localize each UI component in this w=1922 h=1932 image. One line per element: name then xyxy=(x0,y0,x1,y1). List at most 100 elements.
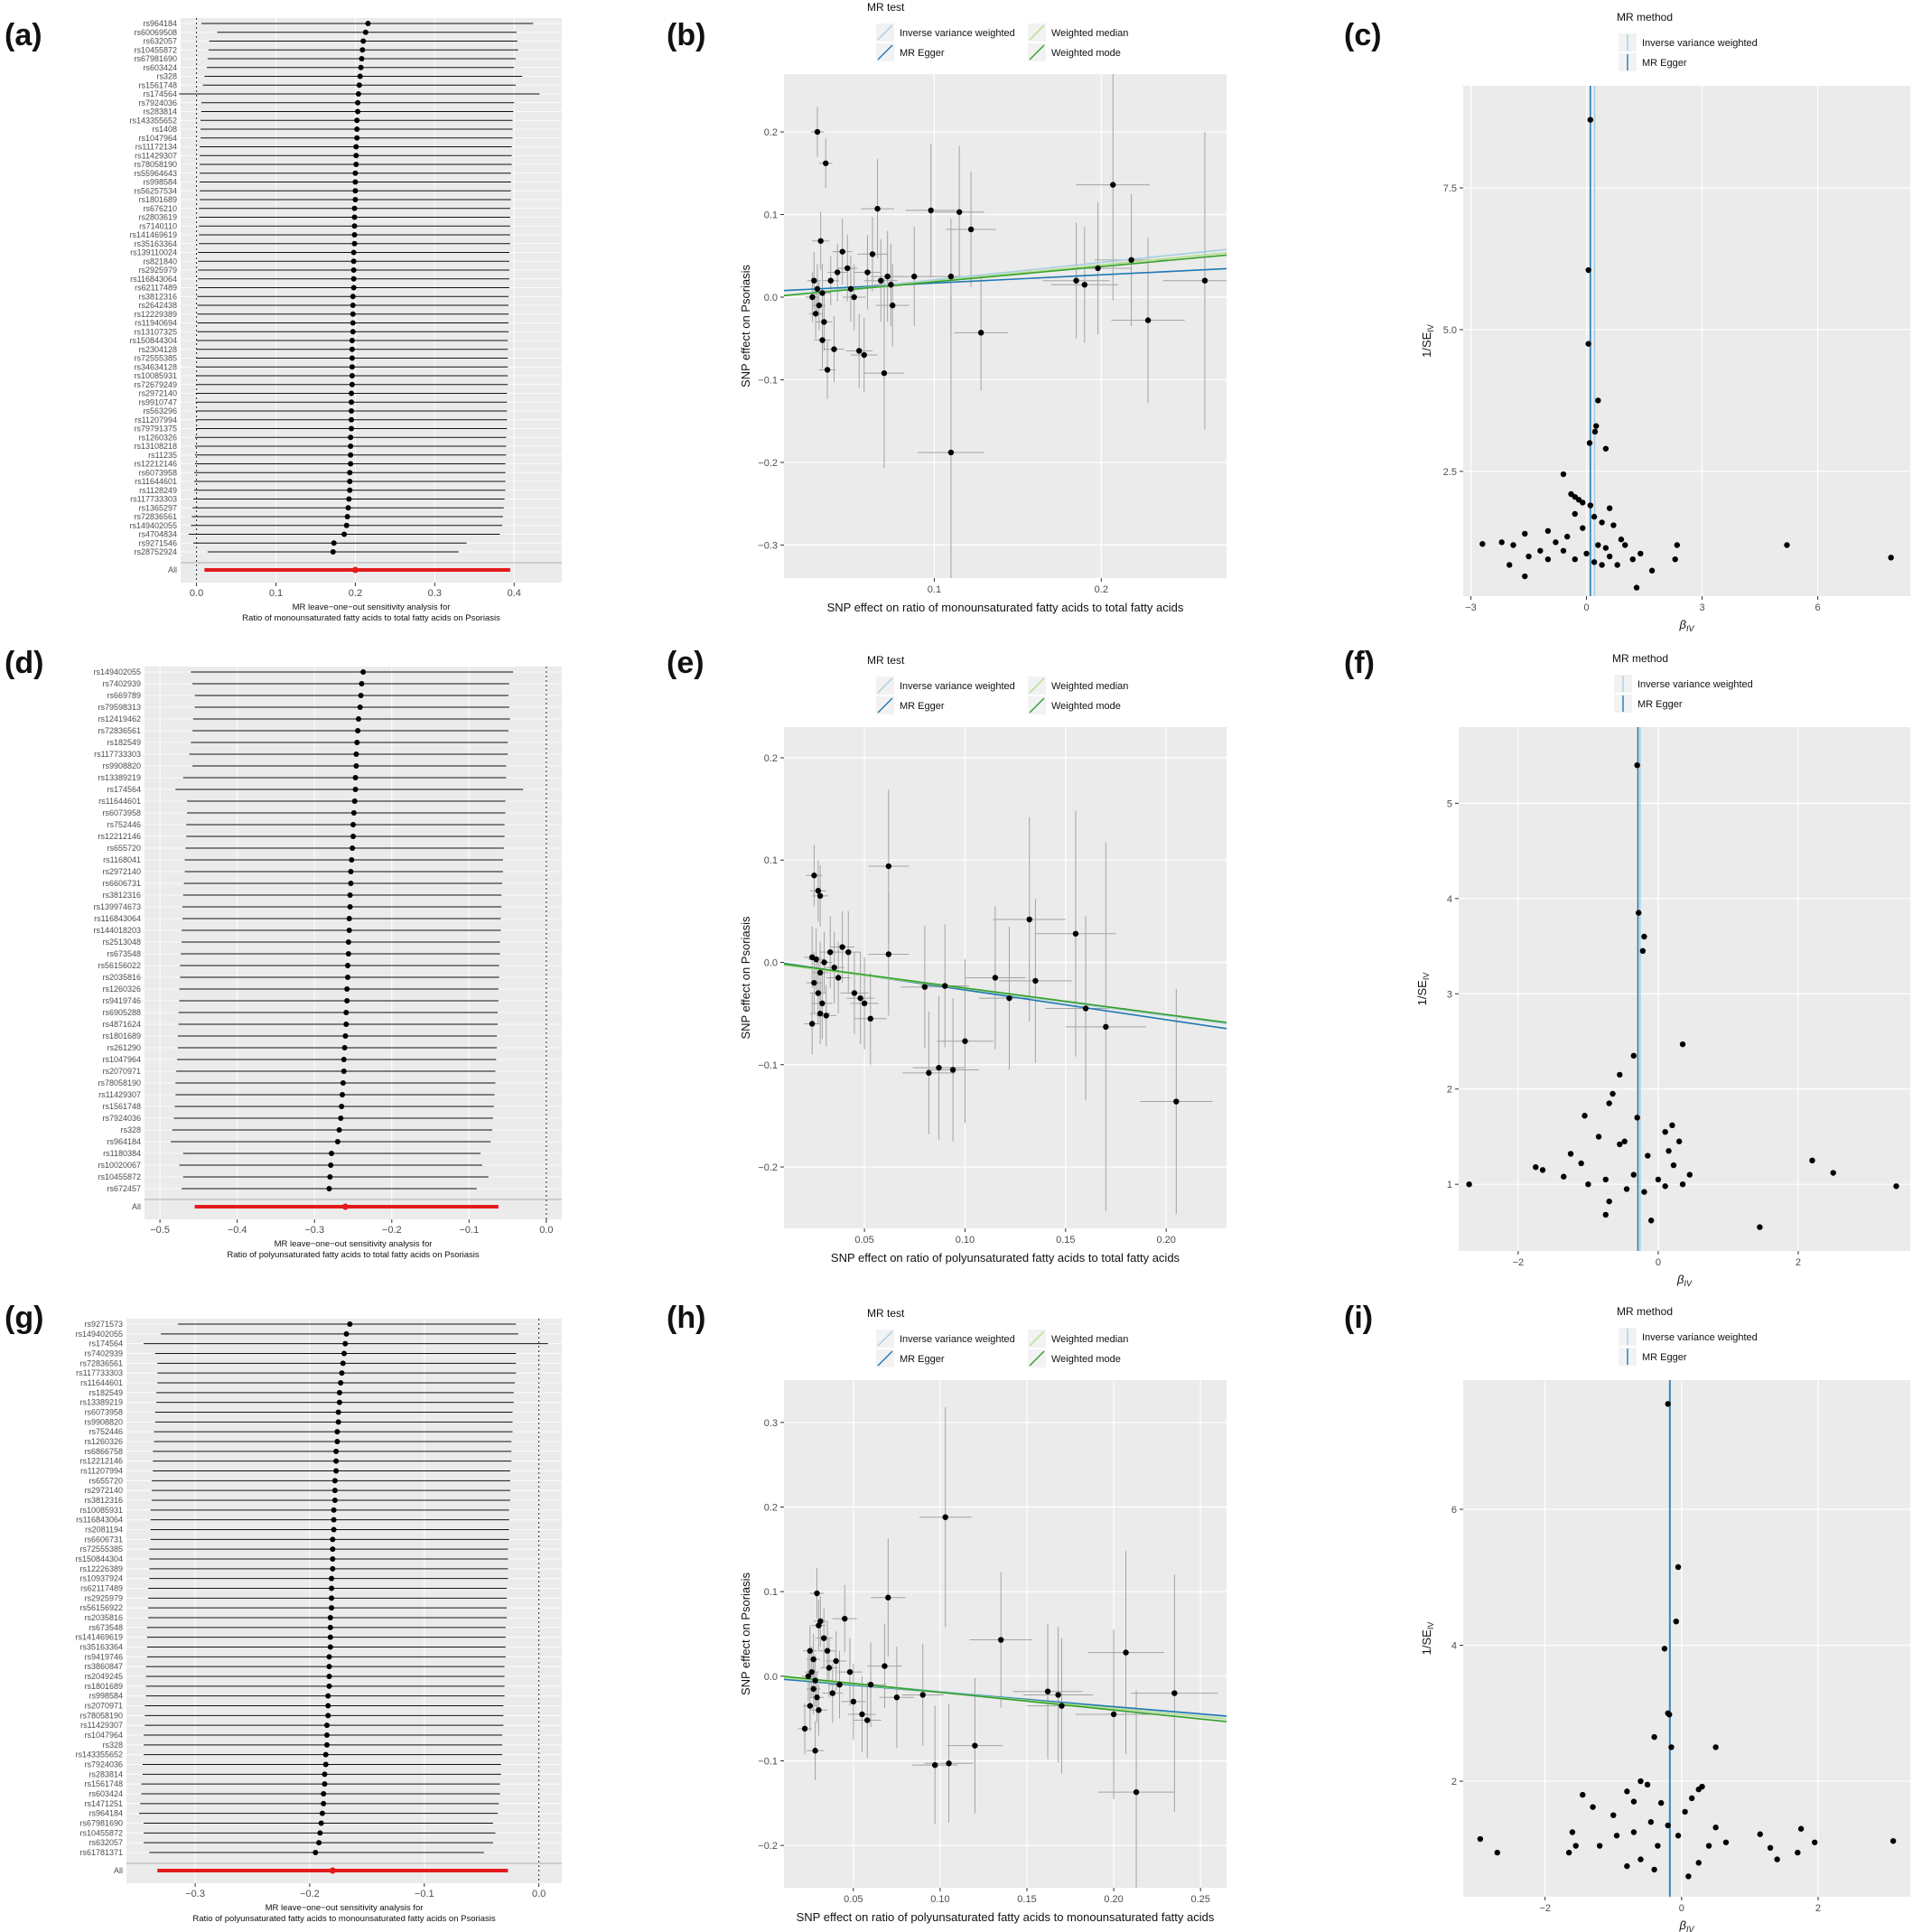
snp-label: rs821840 xyxy=(143,257,177,266)
snp-label: rs2925979 xyxy=(84,1593,123,1602)
snp-point xyxy=(928,207,934,214)
snp-estimate-point xyxy=(336,1399,342,1405)
snp-label: rs12229389 xyxy=(134,310,177,319)
legend-key-line xyxy=(1029,1330,1045,1347)
snp-point xyxy=(827,948,834,956)
snp-point xyxy=(1634,761,1640,769)
panel-label: (i) xyxy=(1344,1301,1373,1335)
snp-estimate-point xyxy=(329,1575,335,1582)
snp-estimate-point xyxy=(341,531,348,537)
snp-estimate-point xyxy=(341,1057,347,1062)
snp-label: rs2070971 xyxy=(84,1702,123,1711)
snp-point xyxy=(815,888,822,894)
snp-point xyxy=(824,367,831,373)
snp-estimate-point xyxy=(317,1830,323,1836)
regression-line xyxy=(784,267,1227,292)
snp-point xyxy=(1602,545,1609,551)
snp-label: rs672457 xyxy=(107,1184,141,1193)
snp-point xyxy=(817,238,824,244)
panel-label: (e) xyxy=(667,646,704,680)
snp-point xyxy=(821,959,827,966)
snp-point xyxy=(1668,1744,1675,1750)
snp-point xyxy=(997,1637,1004,1643)
snp-estimate-point xyxy=(346,916,352,921)
snp-point xyxy=(811,979,817,986)
snp-estimate-point xyxy=(331,540,337,546)
y-axis-label-sub: IV xyxy=(1422,973,1431,981)
y-axis-label-sub: IV xyxy=(1426,1622,1435,1630)
legend-key-line xyxy=(1029,677,1045,694)
y-tick-label: 0.0 xyxy=(764,1672,778,1683)
legend-item-label: Weighted median xyxy=(1051,1334,1128,1345)
snp-estimate-point xyxy=(323,1732,330,1738)
chart-title-line2: Ratio of monounsaturated fatty acids to … xyxy=(242,613,500,623)
snp-label: rs563296 xyxy=(143,406,177,415)
snp-point xyxy=(831,346,837,352)
x-axis-label: βIV xyxy=(1679,1918,1695,1932)
snp-point xyxy=(1507,562,1513,568)
snp-label: rs7402939 xyxy=(102,679,141,688)
snp-label: rs9419746 xyxy=(84,1652,123,1661)
x-tick-label: −0.1 xyxy=(459,1225,479,1236)
snp-point xyxy=(1661,1646,1668,1652)
chart-title-line2: Ratio of polyunsaturated fatty acids to … xyxy=(192,1914,496,1924)
snp-label: rs6073958 xyxy=(138,468,177,477)
y-tick-label: −0.1 xyxy=(758,1060,778,1071)
x-tick-label: −0.3 xyxy=(185,1889,205,1899)
snp-point xyxy=(1644,1781,1651,1788)
snp-estimate-point xyxy=(344,998,350,1003)
y-tick-label: 2 xyxy=(1447,1085,1452,1096)
snp-point xyxy=(867,1682,874,1688)
snp-estimate-point xyxy=(331,1488,338,1494)
y-tick-label: 5.0 xyxy=(1443,325,1457,336)
snp-point xyxy=(808,1668,815,1675)
x-tick-label: −0.2 xyxy=(382,1225,402,1236)
snp-estimate-point xyxy=(351,232,358,238)
snp-label: rs10085931 xyxy=(134,371,177,380)
snp-label: rs144018203 xyxy=(93,926,141,935)
snp-point xyxy=(1580,525,1586,531)
snp-label: rs328 xyxy=(120,1125,141,1134)
plot-area xyxy=(784,74,1227,578)
snp-estimate-point xyxy=(340,1080,346,1086)
snp-label: rs11940694 xyxy=(135,319,177,328)
snp-estimate-point xyxy=(349,338,355,343)
snp-estimate-point xyxy=(325,1703,331,1709)
snp-point xyxy=(1685,1873,1692,1880)
snp-point xyxy=(1623,1186,1630,1192)
snp-point xyxy=(1630,1829,1637,1835)
overall-estimate-point xyxy=(351,566,359,574)
regression-line xyxy=(784,1675,1227,1722)
snp-label: rs283814 xyxy=(89,1769,123,1778)
snp-point xyxy=(1609,1090,1616,1097)
panel-label: (h) xyxy=(667,1301,705,1335)
y-tick-label: 7.5 xyxy=(1443,183,1457,194)
x-tick-label: 0.15 xyxy=(1056,1235,1075,1246)
y-tick-label: 2 xyxy=(1451,1777,1457,1787)
snp-point xyxy=(946,1760,952,1767)
snp-estimate-point xyxy=(326,1683,332,1689)
snp-label: rs2081194 xyxy=(85,1526,123,1535)
snp-label: rs149402055 xyxy=(75,1330,123,1339)
snp-point xyxy=(921,984,928,990)
snp-point xyxy=(1544,527,1552,535)
x-tick-label: 0.1 xyxy=(269,588,283,599)
snp-point xyxy=(815,990,822,996)
snp-point xyxy=(813,956,819,963)
snp-estimate-point xyxy=(349,399,355,406)
snp-point xyxy=(1705,1843,1712,1849)
snp-point xyxy=(1784,542,1790,548)
snp-estimate-point xyxy=(331,1507,337,1513)
snp-estimate-point xyxy=(327,1634,333,1640)
snp-estimate-point xyxy=(349,390,355,397)
y-tick-label: 1 xyxy=(1447,1180,1452,1190)
snp-point xyxy=(1712,1825,1719,1831)
snp-label: rs9908820 xyxy=(84,1417,123,1426)
x-axis-label: βIV xyxy=(1679,618,1695,633)
snp-point xyxy=(864,1717,871,1723)
y-tick-label: 6 xyxy=(1451,1505,1457,1516)
snp-estimate-point xyxy=(350,303,356,308)
snp-estimate-point xyxy=(351,214,358,220)
snp-point xyxy=(1655,1843,1661,1849)
snp-label: rs2070971 xyxy=(102,1067,141,1076)
